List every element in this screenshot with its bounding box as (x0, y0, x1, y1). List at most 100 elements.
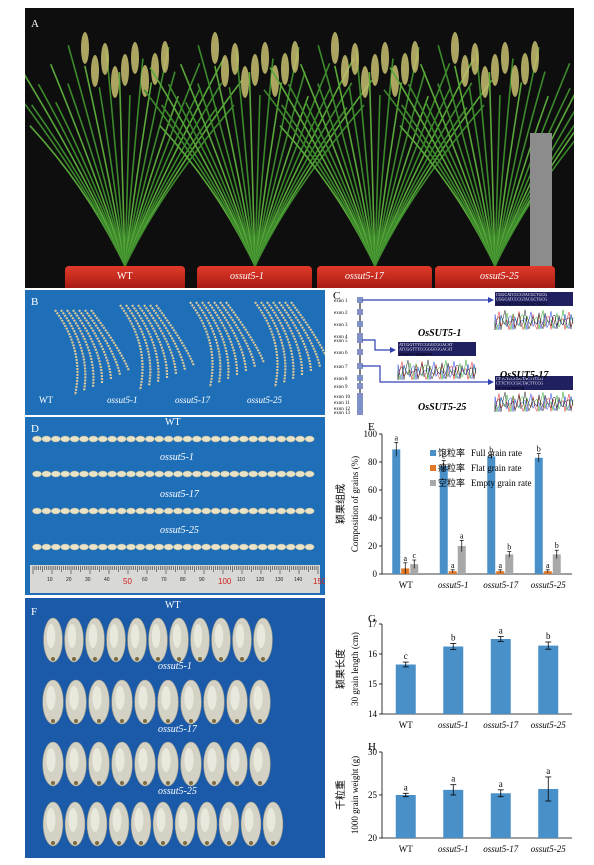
panicle (481, 66, 489, 98)
grain-row-label-17: ossut5-17 (160, 489, 199, 500)
grain (276, 507, 287, 515)
panicle (281, 53, 289, 85)
grain-embryo (97, 781, 101, 785)
ruler-number: 20 (66, 577, 72, 583)
grain (79, 435, 89, 443)
bar (487, 456, 496, 574)
grain (163, 435, 174, 443)
grain (182, 470, 193, 478)
leaf (197, 45, 256, 267)
grain (32, 435, 42, 443)
panicle-label-wt: WT (39, 395, 53, 405)
grain (145, 435, 155, 443)
panicle-branch (195, 301, 222, 384)
leaf (67, 83, 126, 267)
y-tick-label: 17 (368, 619, 378, 629)
grain-embryo (156, 657, 160, 661)
ruler-number: 10 (47, 577, 53, 583)
grain (173, 470, 183, 478)
bar (392, 449, 401, 574)
x-tick-label: WT (399, 580, 413, 590)
sequence-box (495, 376, 573, 390)
sequence-text: ATCGGTTTCCGGGCGGACAT (399, 342, 453, 347)
panicle (341, 55, 349, 87)
legend-cn: 瘪粒率 (438, 462, 465, 473)
grain (163, 470, 174, 478)
grain (267, 507, 277, 515)
grain (50, 435, 61, 443)
grain (69, 543, 80, 551)
grain-highlight (230, 686, 240, 710)
chartH-ylabel-cn: 千粒重 (334, 780, 347, 810)
leaf (488, 72, 496, 267)
grain-embryo (235, 781, 239, 785)
grain (154, 507, 164, 515)
panicle (91, 55, 99, 87)
ruler-number: 100 (218, 577, 232, 586)
grain-embryo (227, 841, 231, 845)
grain-embryo (51, 657, 55, 661)
ruler-stick (530, 133, 552, 273)
x-tick-label: ossut5-1 (438, 844, 469, 854)
grain (210, 470, 221, 478)
exon-box (357, 399, 363, 405)
chromatogram-trace (397, 361, 477, 381)
sig-letter: a (546, 766, 550, 776)
chromatogram-trace (494, 309, 574, 330)
leaf (419, 63, 496, 267)
leaf (254, 58, 274, 267)
grain-embryo (205, 841, 209, 845)
grain-embryo (97, 719, 101, 723)
panicle (371, 54, 379, 86)
grain (257, 435, 268, 443)
legend-en: Flat grain rate (471, 463, 521, 473)
grain-highlight (253, 686, 263, 710)
grain-embryo (258, 781, 262, 785)
panicle-branch (278, 301, 313, 372)
grain (229, 543, 240, 551)
bar (439, 466, 448, 574)
panel-a-photo: A WT ossut5-1 ossut5-17 ossut5-25 (25, 8, 574, 288)
chart-e: E Composition of grains (%)颖果组成 0 20 40 60 80 1… (334, 421, 572, 590)
grain (60, 543, 71, 551)
grain-embryo (189, 719, 193, 723)
grain-highlight (134, 808, 144, 832)
grain-highlight (130, 624, 140, 648)
leaf (197, 83, 256, 267)
grain-embryo (51, 719, 55, 723)
sig-letter: a (499, 626, 503, 636)
chart-e-label: E (368, 421, 375, 433)
grain (88, 435, 99, 443)
grain (238, 435, 249, 443)
grain-row-label-1: ossut5-1 (160, 452, 194, 463)
panicle-branch (60, 309, 87, 392)
grain-highlight (46, 808, 56, 832)
grain (107, 470, 117, 478)
grain (69, 507, 80, 515)
panicle-branch (266, 301, 295, 380)
sig-letter: b (537, 445, 541, 454)
leaf (374, 95, 381, 267)
grain-row-label-wt: WT (165, 417, 181, 428)
grain (163, 507, 174, 515)
grain (285, 543, 296, 551)
grain (267, 470, 277, 478)
panicle (151, 53, 159, 85)
pot-ossut5-1 (197, 266, 312, 288)
ruler-number: 110 (237, 577, 245, 583)
bar (552, 554, 561, 574)
leaf (374, 58, 394, 267)
grain (50, 543, 61, 551)
leaf (84, 65, 126, 267)
ruler-number: 120 (256, 577, 265, 583)
chromatogram-trace (397, 359, 477, 381)
grain-embryo (135, 657, 139, 661)
panicle (461, 55, 469, 87)
exon-box (357, 297, 363, 303)
panicle-branch (137, 304, 169, 379)
bar (490, 639, 511, 714)
panicle-label-17: ossut5-17 (175, 395, 211, 405)
sig-letter: a (404, 782, 408, 792)
panicle (451, 32, 459, 64)
grain (295, 470, 306, 478)
